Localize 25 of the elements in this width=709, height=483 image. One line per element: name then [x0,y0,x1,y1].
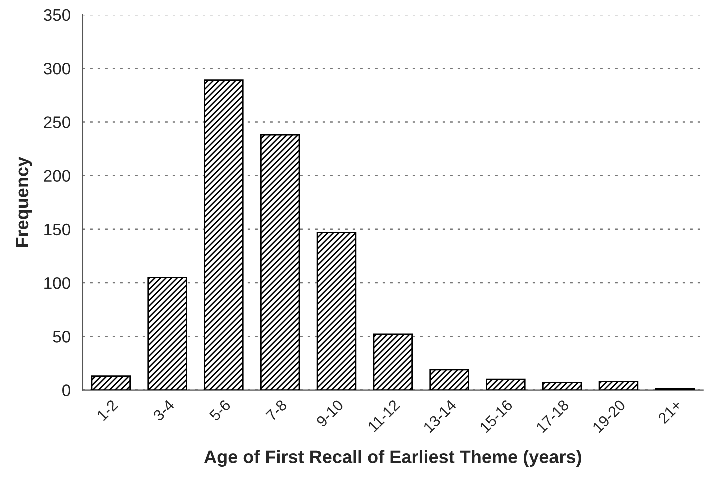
bar [260,134,300,390]
bar [91,376,132,390]
x-tick-label: 1-2 [96,399,118,422]
x-tick-label: 7-8 [266,399,288,422]
y-tick-label: 350 [44,9,70,22]
y-tick-label: 250 [44,116,70,128]
x-tick-label: 5-6 [209,399,232,422]
y-tick-label: 0 [62,384,70,396]
y-tick-label: 200 [44,170,70,182]
y-tick-label: 50 [53,331,70,343]
y-tick-label: 300 [44,62,70,75]
y-tick-label: 150 [44,224,70,236]
bar [148,276,188,390]
bar [542,382,582,390]
x-tick-label: 21+ [658,399,682,424]
bar [204,80,244,390]
bar [598,380,639,390]
x-axis-title: Age of First Recall of Earliest Theme (years) [204,450,582,468]
bar [486,378,526,390]
bar [316,232,357,390]
x-tick-label: 3-4 [152,399,176,422]
y-tick-label: 100 [44,277,70,290]
bar [373,334,414,390]
bar [430,369,470,390]
y-axis-title: Frequency [16,157,32,248]
